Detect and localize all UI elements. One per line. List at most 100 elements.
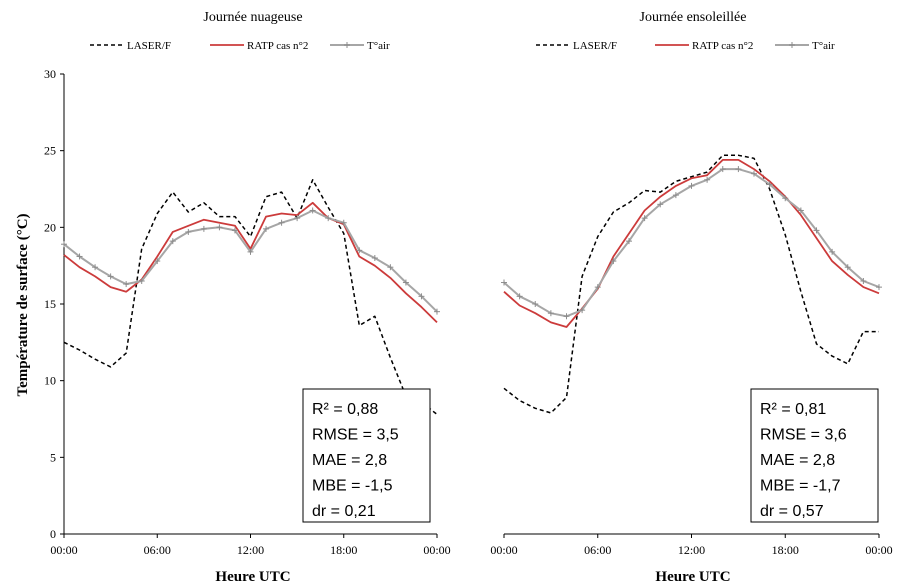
data-point <box>844 264 851 271</box>
x-tick-label: 00:00 <box>50 543 77 557</box>
data-point <box>563 313 570 320</box>
data-point <box>860 278 867 284</box>
data-point <box>356 247 363 254</box>
series-line-laser-f <box>63 179 438 415</box>
data-point <box>387 264 394 271</box>
data-point <box>719 166 726 173</box>
x-tick-label: 12:00 <box>237 543 264 557</box>
x-axis-title: Heure UTC <box>215 569 290 585</box>
data-point <box>418 293 425 300</box>
statistic-line: R² = 0,88 <box>312 401 378 418</box>
series-line-ratp-cas-n-2 <box>503 158 880 328</box>
legend-label: T°air <box>812 40 835 52</box>
statistic-line: MBE = -1,5 <box>312 478 393 495</box>
data-point <box>704 176 711 183</box>
legend: LASER/F RATP cas n°2 T°air <box>90 40 390 52</box>
legend-item: RATP cas n°2 <box>655 40 753 52</box>
x-tick-label: 00:00 <box>490 543 517 557</box>
y-tick-label: 20 <box>44 220 56 234</box>
data-point <box>76 253 83 260</box>
data-point <box>579 307 586 314</box>
legend-label: LASER/F <box>127 40 171 52</box>
data-point <box>610 258 617 265</box>
series-line-t-air <box>503 168 880 318</box>
statistic-line: MAE = 2,8 <box>760 452 835 469</box>
data-point <box>402 279 409 286</box>
y-tick-label: 15 <box>44 297 56 311</box>
legend-item: LASER/F <box>536 40 617 52</box>
series-line-ratp-cas-n-2 <box>63 201 438 324</box>
y-tick-label: 5 <box>50 450 56 464</box>
data-point <box>231 227 238 234</box>
plot-area: 0 5 10 15 20 25 30 00:00 06:00 12:00 18:00 00:00 <box>44 67 451 557</box>
data-point <box>626 238 632 245</box>
x-tick-label: 06:00 <box>144 543 171 557</box>
x-tick-label: 18:00 <box>772 543 799 557</box>
data-point <box>657 201 664 208</box>
panel-sunny-day: Journée ensoleillée LASER/F RATP cas n°2 T… <box>490 10 892 585</box>
data-point <box>247 248 254 255</box>
statistic-line: RMSE = 3,5 <box>312 427 399 444</box>
data-point <box>123 281 130 288</box>
legend-item: RATP cas n°2 <box>210 40 308 52</box>
statistic-line: dr = 0,21 <box>312 503 376 520</box>
data-point <box>325 215 332 222</box>
data-point <box>309 207 316 214</box>
data-point <box>340 219 347 226</box>
legend-label: RATP cas n°2 <box>247 40 308 52</box>
panel-cloudy-day: Journée nuageuse LASER/F RATP cas n°2 T°ai… <box>44 10 451 585</box>
legend-item: T°air <box>775 40 835 52</box>
data-point <box>294 215 301 222</box>
legend-label: T°air <box>367 40 390 52</box>
data-point <box>594 284 601 291</box>
y-tick-label: 10 <box>44 374 56 388</box>
data-point <box>200 225 207 232</box>
statistic-line: RMSE = 3,6 <box>760 427 847 444</box>
plot-area: 00:00 06:00 12:00 18:00 00:00 <box>490 154 893 557</box>
statistics-box-frame <box>302 388 431 523</box>
data-point <box>547 310 554 317</box>
x-tick-label: 00:00 <box>865 543 892 557</box>
legend-label: LASER/F <box>573 40 617 52</box>
series-line-laser-f <box>503 154 879 414</box>
statistic-line: MAE = 2,8 <box>312 452 387 469</box>
data-point <box>92 264 99 271</box>
x-tick-label: 12:00 <box>678 543 705 557</box>
statistics-box: R² = 0,88 RMSE = 3,5 MAE = 2,8 MBE = -1,5 dr… <box>302 388 431 523</box>
x-tick-label: 06:00 <box>584 543 611 557</box>
data-point <box>434 308 440 315</box>
data-point <box>782 195 789 202</box>
legend-item: LASER/F <box>90 40 171 52</box>
data-point <box>876 284 882 291</box>
data-point <box>154 258 161 265</box>
y-tick-label: 30 <box>44 67 56 81</box>
series-line-t-air <box>63 209 438 313</box>
y-axis-title: Température de surface (°C) <box>15 213 31 396</box>
x-tick-label: 18:00 <box>330 543 357 557</box>
data-point <box>107 273 114 280</box>
data-point <box>735 166 742 173</box>
data-point <box>766 181 773 188</box>
data-point <box>263 225 270 232</box>
data-point <box>797 207 804 214</box>
data-point <box>532 301 539 307</box>
data-point <box>216 224 223 231</box>
legend: LASER/F RATP cas n°2 T°air <box>536 40 835 52</box>
data-point <box>641 215 648 222</box>
data-point <box>169 238 176 245</box>
statistic-line: dr = 0,57 <box>760 503 824 520</box>
data-point <box>688 182 695 189</box>
data-point <box>501 279 507 286</box>
data-point <box>278 219 285 226</box>
statistic-line: R² = 0,81 <box>760 401 826 418</box>
panel-title: Journée ensoleillée <box>640 10 747 25</box>
y-tick-label: 25 <box>44 144 56 158</box>
y-tick-label: 0 <box>50 527 56 541</box>
data-point <box>672 192 679 199</box>
data-point <box>61 241 67 248</box>
data-point <box>829 248 836 255</box>
data-point <box>751 170 757 177</box>
data-point <box>185 228 192 235</box>
data-point <box>371 255 378 261</box>
